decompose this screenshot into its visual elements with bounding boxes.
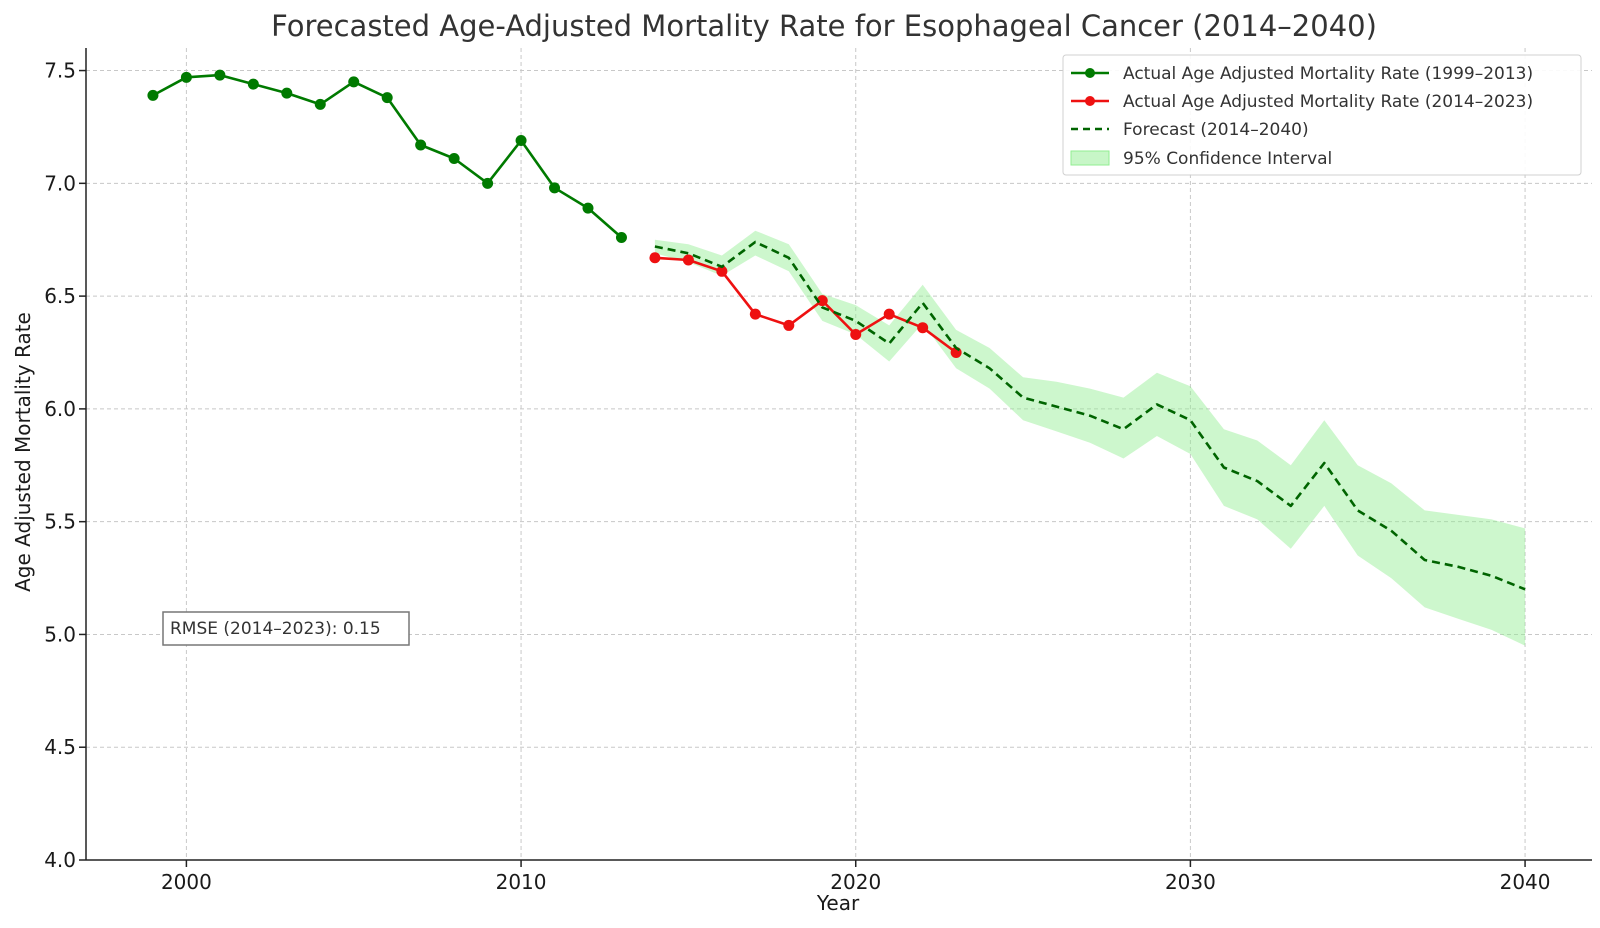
x-tick-label: 2040 (1500, 870, 1551, 894)
confidence-band-layer (654, 230, 1526, 646)
data-point (281, 87, 293, 99)
rmse-annotation: RMSE (2014–2023): 0.15 (162, 611, 410, 646)
x-tick-label: 2030 (1165, 870, 1216, 894)
data-point (549, 182, 561, 194)
data-point (917, 322, 929, 334)
legend-label-actual-recent: Actual Age Adjusted Mortality Rate (2014… (1123, 92, 1533, 112)
data-point (816, 295, 828, 307)
y-tick-label: 4.5 (44, 735, 76, 759)
series-line-1 (654, 256, 957, 354)
axes-layer: 2000 2010 2020 2030 2040 4.0 4.5 5.0 5.5 6.0 6.5 7.… (44, 48, 1592, 894)
rmse-annotation-text: RMSE (2014–2023): 0.15 (170, 619, 381, 639)
legend-label-confidence: 95% Confidence Interval (1123, 149, 1332, 169)
series-layer (147, 69, 1526, 591)
data-point (515, 134, 527, 146)
data-point (147, 89, 159, 101)
data-point (716, 265, 728, 277)
confidence-band (654, 230, 1526, 646)
data-point (314, 98, 326, 110)
rmse-annotation-box (162, 611, 410, 646)
chart-title: Forecasted Age-Adjusted Mortality Rate f… (271, 9, 1377, 43)
forecast-line (654, 240, 1526, 591)
legend-swatch-confidence (1070, 150, 1110, 166)
data-point (582, 202, 594, 214)
data-point (214, 69, 226, 81)
legend-label-actual-early: Actual Age Adjusted Mortality Rate (1999… (1123, 64, 1533, 84)
x-axis-label: Year (816, 891, 860, 915)
data-point (180, 71, 192, 83)
legend-marker-actual-early (1085, 68, 1095, 78)
data-point (247, 78, 259, 90)
data-point (749, 308, 761, 320)
data-point (682, 254, 694, 266)
legend: Actual Age Adjusted Mortality Rate (1999… (1062, 54, 1582, 176)
data-point (348, 76, 360, 88)
data-point (448, 153, 460, 165)
y-tick-label: 7.5 (44, 59, 76, 83)
y-tick-label: 4.0 (44, 848, 76, 872)
x-tick-label: 2010 (496, 870, 547, 894)
data-point (381, 92, 393, 104)
legend-marker-actual-recent (1085, 96, 1095, 106)
y-tick-label: 5.5 (44, 510, 76, 534)
legend-frame (1062, 54, 1582, 176)
y-tick-label: 6.5 (44, 284, 76, 308)
data-point (850, 328, 862, 340)
data-point (883, 308, 895, 320)
x-tick-label: 2020 (830, 870, 881, 894)
y-tick-label: 5.0 (44, 622, 76, 646)
data-point (783, 319, 795, 331)
y-tick-label: 7.0 (44, 171, 76, 195)
y-tick-label: 6.0 (44, 397, 76, 421)
y-axis-label: Age Adjusted Mortality Rate (11, 312, 35, 592)
grid-layer (86, 48, 1592, 860)
legend-label-forecast: Forecast (2014–2040) (1123, 120, 1309, 140)
x-tick-label: 2000 (161, 870, 212, 894)
data-point (482, 177, 494, 189)
data-point (415, 139, 427, 151)
data-point (649, 252, 661, 264)
data-point (615, 231, 627, 243)
